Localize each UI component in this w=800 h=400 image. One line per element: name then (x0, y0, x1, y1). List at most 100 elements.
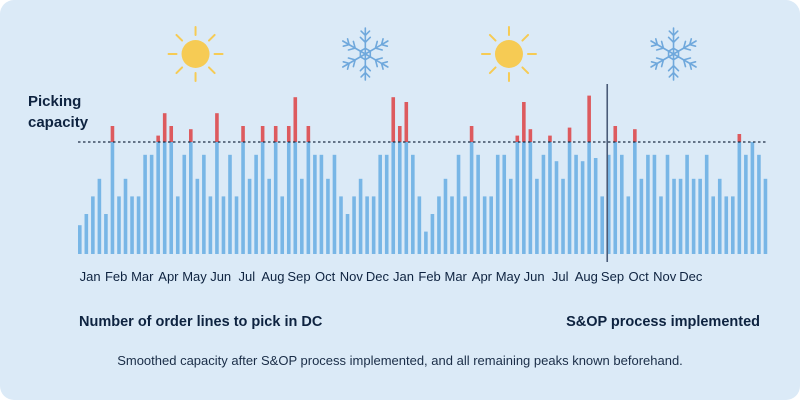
bar-excess (469, 126, 474, 142)
bar (633, 142, 637, 254)
bar (228, 154, 232, 254)
bar (215, 142, 219, 254)
snowflake-icon (650, 27, 697, 81)
bar (208, 196, 213, 254)
bar (548, 142, 552, 254)
bar-excess (215, 113, 219, 142)
bar (306, 142, 311, 254)
bar (313, 154, 317, 254)
bar-excess (169, 126, 174, 142)
bar (267, 178, 271, 254)
bar (463, 196, 467, 254)
bar (332, 154, 337, 254)
bar-excess (286, 126, 291, 142)
bar (711, 196, 716, 254)
month-tick-label: Oct (315, 269, 336, 284)
bar (175, 196, 180, 254)
bar (260, 142, 265, 254)
bar (182, 154, 187, 254)
month-tick-label: Mar (445, 269, 468, 284)
bar (104, 214, 108, 254)
bar (123, 178, 128, 254)
month-tick-label: Jul (238, 269, 255, 284)
bar-excess (613, 126, 618, 142)
bar (678, 178, 683, 254)
bar-excess (156, 135, 160, 142)
bar (567, 142, 572, 254)
bar (600, 196, 604, 254)
bar (652, 154, 657, 254)
bar-excess (273, 126, 278, 142)
bar (202, 154, 206, 254)
bar (495, 154, 500, 254)
snowflake-icon (342, 27, 389, 81)
bar (78, 225, 82, 254)
bar-excess (162, 113, 167, 142)
bar (234, 196, 239, 254)
month-tick-label: Nov (340, 269, 364, 284)
bar-excess (737, 134, 742, 142)
bar (443, 178, 448, 254)
bar (554, 161, 559, 254)
bar (580, 161, 585, 254)
bar (593, 158, 598, 254)
bar (482, 196, 487, 254)
bar (606, 154, 611, 254)
bar-excess (391, 97, 396, 142)
month-tick-label: Aug (261, 269, 284, 284)
bar (613, 142, 618, 254)
month-tick-label: Dec (679, 269, 703, 284)
bar (659, 196, 663, 254)
month-tick-label: Nov (653, 269, 677, 284)
bar (437, 196, 441, 254)
bar (241, 142, 245, 254)
bar (691, 178, 696, 254)
month-tick-label: Jan (393, 269, 414, 284)
bar-excess (587, 95, 591, 142)
bar (417, 196, 422, 254)
bar (286, 142, 291, 254)
bar-excess (528, 129, 533, 142)
bar-excess (110, 126, 115, 142)
month-tick-label: Feb (105, 269, 127, 284)
bar (254, 154, 258, 254)
month-tick-label: May (182, 269, 207, 284)
bar (136, 196, 141, 254)
bar (515, 142, 520, 254)
bar-excess (515, 135, 520, 142)
bar-excess (633, 129, 637, 142)
bar (430, 214, 435, 254)
bar (528, 142, 533, 254)
bar (293, 142, 298, 254)
month-tick-label: Jun (524, 269, 545, 284)
month-tick-label: Jun (210, 269, 231, 284)
bar (750, 142, 755, 254)
bar (744, 154, 748, 254)
bar (397, 142, 402, 254)
bar (535, 178, 539, 254)
bar-excess (241, 126, 245, 142)
bar-excess (567, 127, 572, 142)
bar (365, 196, 369, 254)
bar (352, 196, 356, 254)
bar (319, 154, 324, 254)
bar (717, 178, 722, 254)
bar-excess (306, 126, 311, 142)
bar-excess (260, 126, 265, 142)
bar-excess (404, 102, 409, 142)
bar (221, 196, 226, 254)
bar (626, 196, 631, 254)
month-tick-label: Jan (80, 269, 101, 284)
bar (345, 214, 350, 254)
month-tick-label: Sep (287, 269, 310, 284)
bar (97, 178, 102, 254)
bar (424, 231, 428, 254)
bar (371, 196, 376, 254)
bar (110, 142, 115, 254)
capacity-label: Picking capacity (28, 91, 88, 133)
bar (737, 142, 742, 254)
month-tick-label: Oct (628, 269, 649, 284)
bar (156, 142, 160, 254)
